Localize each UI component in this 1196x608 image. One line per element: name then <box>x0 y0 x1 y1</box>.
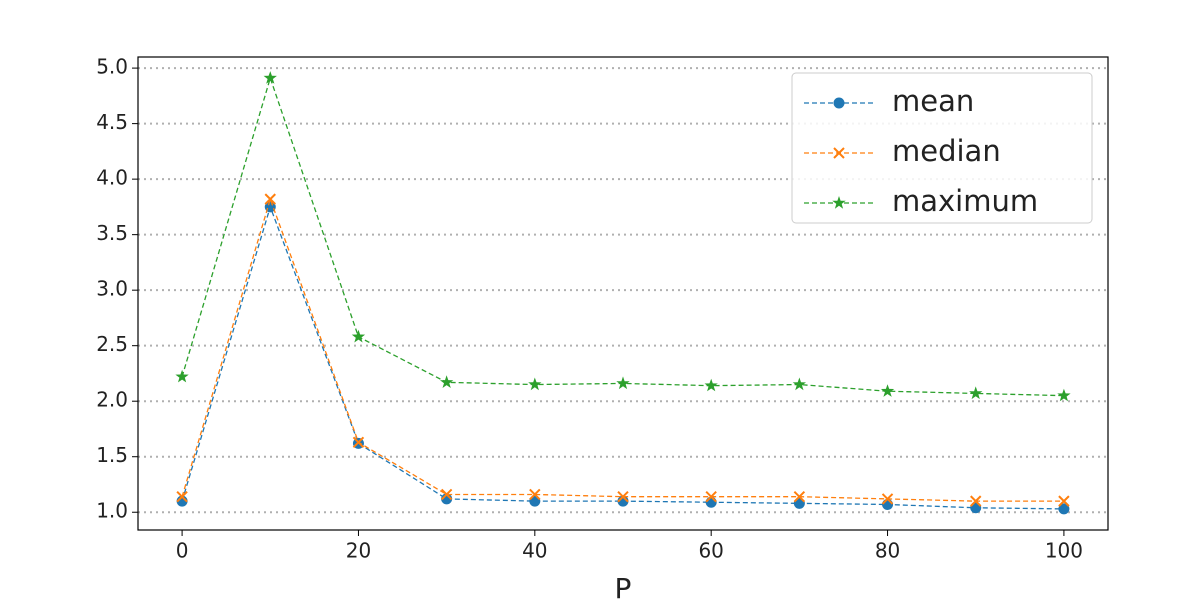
x-tick-label: 40 <box>522 539 547 563</box>
marker <box>704 378 718 392</box>
y-tick-label: 2.5 <box>96 332 128 356</box>
marker <box>529 488 541 501</box>
series-line <box>181 197 1064 502</box>
legend-marker <box>833 97 845 109</box>
marker <box>880 384 895 397</box>
x-tick-label: 100 <box>1045 539 1083 563</box>
marker <box>440 488 453 501</box>
x-tick-label: 60 <box>698 539 723 563</box>
legend-marker <box>833 147 845 159</box>
marker <box>793 490 806 503</box>
legend: mean median maximum <box>791 72 1093 224</box>
y-tick-label: 5.0 <box>96 55 128 79</box>
marker <box>705 496 717 508</box>
marker <box>970 495 982 507</box>
marker <box>263 71 277 84</box>
legend-label: maximum <box>892 184 1038 218</box>
marker <box>264 193 276 205</box>
x-tick-label: 0 <box>176 539 189 563</box>
marker <box>528 377 542 391</box>
marker <box>352 436 365 448</box>
legend-label: mean <box>892 84 974 118</box>
y-tick-label: 4.0 <box>96 166 128 190</box>
marker <box>792 377 806 391</box>
y-tick-label: 1.5 <box>96 443 128 467</box>
y-tick-label: 4.5 <box>96 110 128 134</box>
marker <box>617 490 629 503</box>
y-tick-label: 3.5 <box>96 221 128 245</box>
legend-label: median <box>892 134 1001 168</box>
x-tick-label: 20 <box>346 539 371 563</box>
marker <box>176 490 188 503</box>
marker <box>351 329 366 343</box>
x-axis-label: P <box>615 572 632 605</box>
marker <box>969 386 983 400</box>
marker <box>881 493 894 505</box>
marker <box>705 490 717 503</box>
legend-marker <box>832 196 846 209</box>
series-line <box>181 204 1064 510</box>
marker <box>616 376 630 390</box>
marker <box>1057 388 1071 402</box>
y-tick-label: 2.0 <box>96 388 128 412</box>
marker <box>882 498 894 510</box>
marker <box>175 369 189 383</box>
legend-box <box>791 72 1093 224</box>
plot-frame <box>137 56 1109 531</box>
marker <box>1058 503 1070 515</box>
y-tick-label: 1.0 <box>96 499 128 523</box>
x-tick-label: 80 <box>875 539 900 563</box>
y-tick-label: 3.0 <box>96 277 128 301</box>
marker <box>440 375 454 388</box>
marker <box>1058 495 1070 507</box>
